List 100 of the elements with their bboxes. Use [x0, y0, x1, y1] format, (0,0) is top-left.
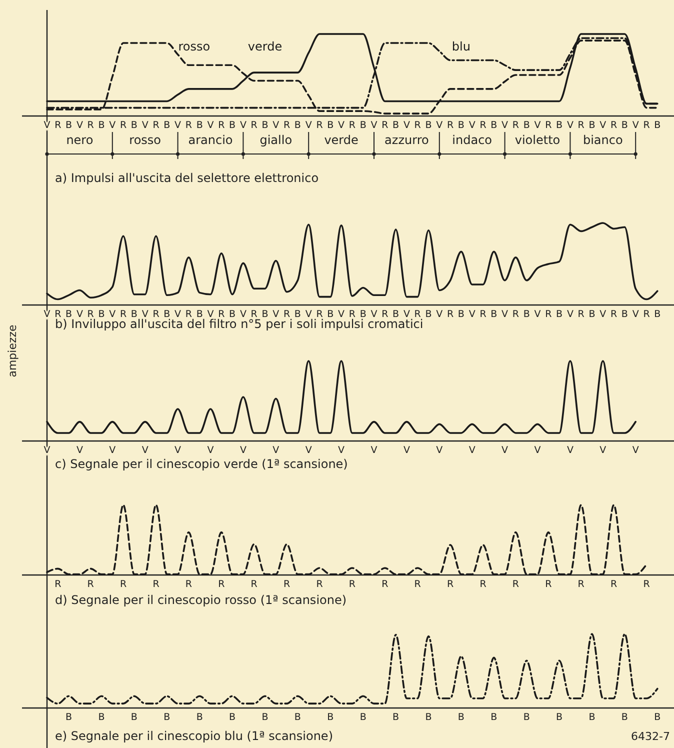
- x-tick-label: V: [338, 445, 346, 456]
- x-tick-label: R: [414, 120, 422, 131]
- x-tick-label: B: [229, 120, 236, 131]
- x-tick-label: R: [185, 120, 192, 131]
- x-tick-label: B: [130, 712, 138, 723]
- x-tick-label: V: [305, 445, 312, 456]
- x-tick-label: V: [76, 445, 84, 456]
- x-tick-label: V: [76, 120, 84, 131]
- x-tick-label: V: [338, 120, 346, 131]
- x-tick-label: V: [305, 309, 312, 320]
- x-tick-label: R: [414, 309, 422, 320]
- text: nero: [66, 133, 94, 147]
- x-tick-label: V: [502, 120, 509, 131]
- x-tick-label: B: [98, 120, 105, 131]
- x-tick-label: B: [360, 120, 366, 131]
- x-tick-label: B: [66, 712, 72, 723]
- x-tick-label: B: [556, 712, 563, 723]
- x-tick-label: B: [425, 712, 432, 723]
- x-tick-label: V: [600, 120, 607, 131]
- text: giallo: [260, 133, 292, 147]
- x-tick-label: V: [76, 309, 84, 320]
- x-tick-label: R: [348, 120, 356, 131]
- text: d) Segnale per il cinescopio rosso (1ª scansione): [55, 593, 347, 607]
- x-tick-label: R: [120, 120, 127, 131]
- text: c) Segnale per il cinescopio verde (1ª scansione): [55, 457, 348, 471]
- x-tick-label: R: [578, 309, 585, 320]
- x-tick-label: B: [262, 712, 268, 723]
- x-tick-label: B: [654, 309, 661, 320]
- x-tick-label: R: [185, 579, 192, 590]
- x-tick-label: B: [392, 712, 400, 723]
- x-tick-label: B: [66, 309, 72, 320]
- x-tick-label: V: [240, 309, 247, 320]
- x-tick-label: R: [545, 579, 552, 590]
- x-tick-label: V: [272, 309, 280, 320]
- x-tick-label: B: [164, 309, 170, 320]
- x-tick-label: R: [348, 579, 356, 590]
- x-tick-label: R: [643, 309, 650, 320]
- x-tick-label: B: [130, 309, 138, 320]
- x-tick-label: V: [566, 445, 574, 456]
- x-tick-label: R: [382, 579, 389, 590]
- x-tick-label: V: [370, 445, 378, 456]
- x-tick-label: R: [512, 309, 520, 320]
- x-tick-label: V: [632, 309, 640, 320]
- x-tick-label: R: [54, 309, 62, 320]
- x-tick-label: R: [578, 579, 585, 590]
- text: verde: [324, 133, 358, 147]
- x-tick-label: B: [458, 712, 464, 723]
- x-tick-label: B: [621, 712, 628, 723]
- x-tick-label: R: [512, 579, 520, 590]
- x-tick-label: R: [480, 120, 487, 131]
- x-tick-label: R: [643, 120, 650, 131]
- x-tick-label: B: [262, 309, 268, 320]
- x-tick-label: V: [370, 120, 378, 131]
- series-label: rosso: [178, 39, 210, 54]
- x-tick-label: B: [98, 712, 105, 723]
- x-tick-label: V: [534, 120, 542, 131]
- x-tick-label: V: [468, 445, 476, 456]
- x-tick-label: B: [327, 309, 334, 320]
- x-tick-label: R: [446, 309, 454, 320]
- x-tick-label: R: [87, 579, 94, 590]
- text: 6432-7: [631, 730, 670, 743]
- x-tick-label: V: [502, 309, 509, 320]
- x-tick-label: B: [458, 309, 464, 320]
- x-tick-label: R: [185, 309, 192, 320]
- x-tick-label: B: [654, 120, 661, 131]
- x-tick-label: V: [566, 309, 574, 320]
- x-tick-label: R: [152, 579, 160, 590]
- x-tick-label: B: [294, 309, 301, 320]
- x-tick-label: B: [229, 309, 236, 320]
- x-tick-label: R: [348, 309, 356, 320]
- x-tick-label: B: [164, 120, 170, 131]
- x-tick-label: V: [566, 120, 574, 131]
- x-tick-label: V: [272, 120, 280, 131]
- x-tick-label: B: [294, 120, 301, 131]
- text: violetto: [514, 133, 560, 147]
- x-tick-label: B: [654, 712, 661, 723]
- series-label: verde: [248, 39, 282, 54]
- x-tick-label: V: [174, 120, 182, 131]
- x-tick-label: B: [164, 712, 170, 723]
- x-tick-label: V: [207, 445, 214, 456]
- x-tick-label: R: [643, 579, 650, 590]
- x-tick-label: R: [512, 120, 520, 131]
- x-tick-label: V: [502, 445, 509, 456]
- x-tick-label: B: [425, 120, 432, 131]
- x-tick-label: B: [523, 120, 530, 131]
- x-tick-label: V: [632, 120, 640, 131]
- x-tick-label: R: [545, 309, 552, 320]
- x-tick-label: R: [152, 120, 160, 131]
- text: indaco: [452, 133, 492, 147]
- x-tick-label: B: [588, 309, 596, 320]
- x-tick-label: V: [109, 120, 116, 131]
- x-tick-label: B: [98, 309, 105, 320]
- x-tick-label: R: [610, 309, 618, 320]
- series-label: blu: [452, 39, 470, 54]
- x-tick-label: B: [621, 309, 628, 320]
- x-tick-label: V: [436, 309, 444, 320]
- x-tick-label: B: [262, 120, 268, 131]
- text: e) Segnale per il cinescopio blu (1ª scansione): [55, 729, 333, 743]
- x-tick-label: R: [316, 309, 324, 320]
- y-axis-title: ampiezze: [6, 324, 19, 378]
